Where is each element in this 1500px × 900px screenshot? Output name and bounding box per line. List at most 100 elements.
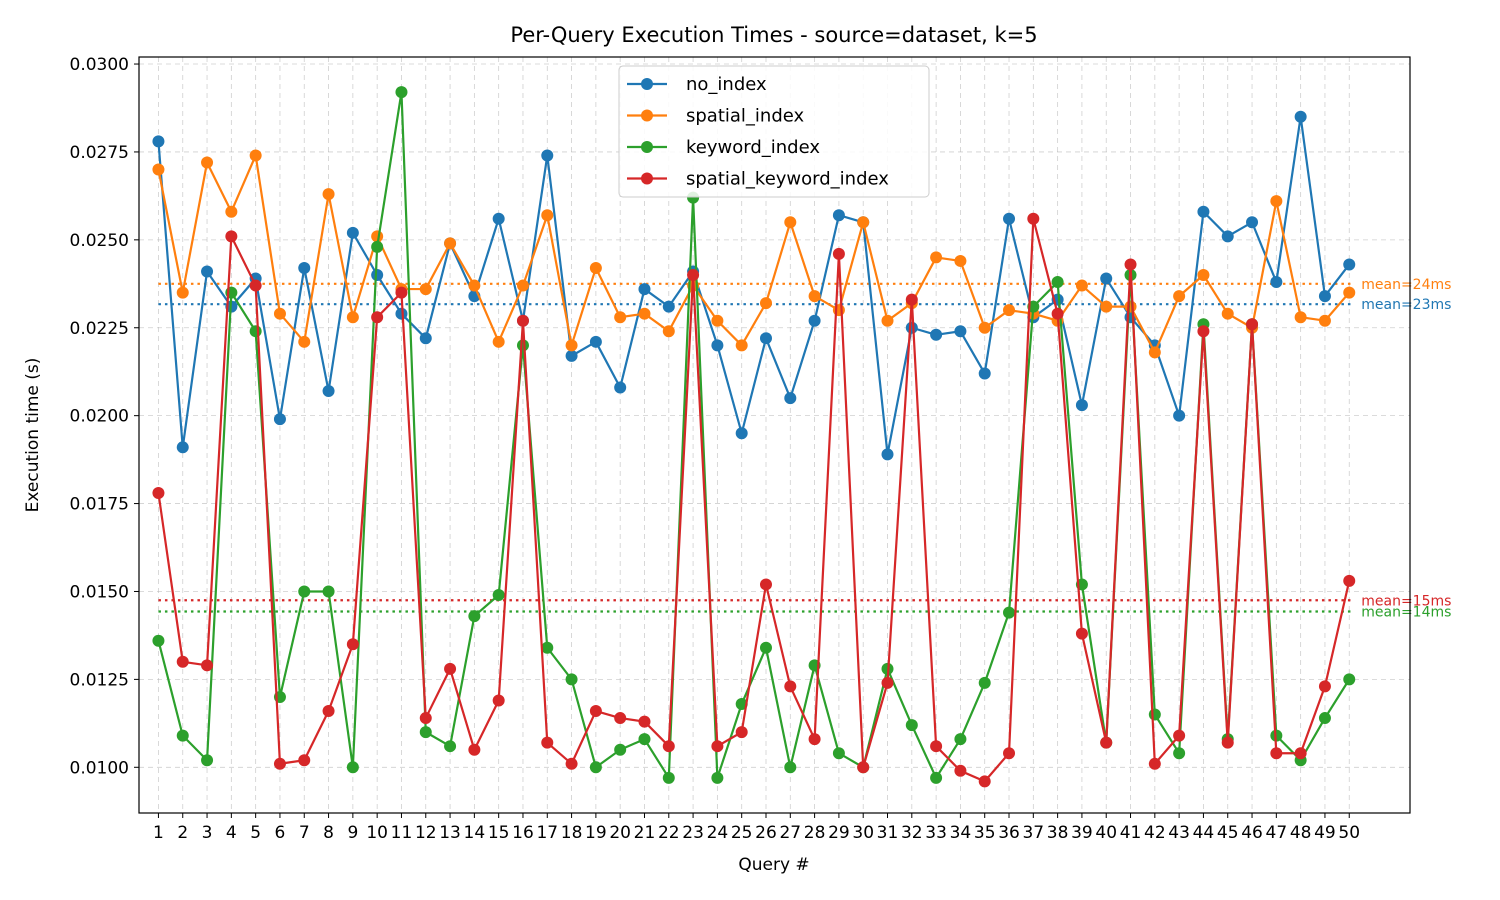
x-tick-label: 36 [998,823,1020,843]
data-point-spatial-keyword-index [1246,318,1259,331]
data-point-spatial-keyword-index [249,279,262,292]
series-layer [152,86,1356,788]
legend-marker [641,172,653,185]
x-tick-label: 10 [366,823,388,843]
x-tick-label: 37 [1022,823,1044,843]
data-point-spatial-index [832,304,845,317]
data-point-spatial-index [1173,290,1186,303]
data-point-spatial-keyword-index [322,705,335,718]
x-tick-label: 19 [585,823,607,843]
x-tick-label: 9 [347,823,358,843]
data-point-keyword-index [1051,276,1064,289]
legend-label: spatial_index [686,106,805,127]
data-point-no-index [1003,212,1016,225]
legend-box [618,65,930,198]
legend-label: keyword_index [686,137,820,158]
plot-frame [138,56,1411,814]
data-point-spatial-keyword-index [808,733,821,746]
data-point-spatial-keyword-index [978,775,991,788]
x-tick-label: 13 [439,823,461,843]
data-point-spatial-keyword-index [1124,258,1137,271]
data-point-spatial-index [1343,286,1356,299]
data-point-spatial-keyword-index [662,740,675,753]
data-point-keyword-index [638,733,651,746]
data-point-no-index [273,413,286,426]
series-line-spatial-keyword-index [157,217,1351,783]
x-tick-label: 17 [536,823,558,843]
y-tick-label: 0.0125 [70,670,129,690]
data-point-spatial-index [346,311,359,324]
data-point-spatial-index [1124,300,1137,313]
data-point-spatial-keyword-index [1075,627,1088,640]
data-point-no-index [395,307,408,320]
y-tick-label: 0.0275 [70,143,129,163]
data-point-keyword-index [298,585,311,598]
y-axis-label: Execution time (s) [23,358,43,513]
x-tick-label: 1 [153,823,164,843]
x-tick-label: 43 [1168,823,1190,843]
x-tick-label: 29 [828,823,850,843]
data-point-spatial-keyword-index [759,578,772,591]
data-point-no-index [1221,230,1234,243]
data-point-spatial-index [589,261,602,274]
data-point-keyword-index [1173,747,1186,760]
data-point-spatial-keyword-index [225,230,238,243]
data-point-spatial-keyword-index [711,740,724,753]
x-tick-label: 42 [1144,823,1166,843]
x-tick-label: 3 [202,823,213,843]
data-point-spatial-keyword-index [614,712,627,725]
data-point-keyword-index [930,771,943,784]
x-tick-label: 48 [1290,823,1312,843]
x-tick-label: 22 [658,823,680,843]
x-tick-label: 16 [512,823,534,843]
x-tick-label: 39 [1071,823,1093,843]
data-point-spatial-index [954,254,967,267]
y-tick-label: 0.0300 [70,55,129,75]
x-tick-label: 33 [925,823,947,843]
mean-label-spatial-keyword-index: mean=15ms [1361,593,1451,609]
data-point-no-index [638,283,651,296]
data-point-keyword-index [249,325,262,338]
x-tick-label: 2 [177,823,188,843]
data-point-spatial-keyword-index [176,655,189,668]
y-tick-label: 0.0175 [70,495,129,515]
data-point-spatial-index [784,216,797,229]
data-point-keyword-index [1318,712,1331,725]
data-point-spatial-keyword-index [516,314,529,327]
data-point-spatial-keyword-index [565,757,578,770]
data-point-spatial-keyword-index [346,638,359,651]
data-point-no-index [978,367,991,380]
data-point-spatial-index [614,311,627,324]
data-point-spatial-index [444,237,457,250]
series-line-keyword-index [157,91,1351,779]
y-tick-label: 0.0250 [70,231,129,251]
legend-item-no-index: no_index [627,74,767,95]
data-point-spatial-keyword-index [784,680,797,693]
data-point-spatial-index [1148,346,1161,359]
data-point-no-index [735,427,748,440]
data-point-spatial-index [1270,195,1283,208]
data-point-spatial-index [201,156,214,169]
legend-label: spatial_keyword_index [686,169,889,190]
data-point-spatial-index [1294,311,1307,324]
data-point-no-index [1246,216,1259,229]
data-point-spatial-index [808,290,821,303]
data-point-keyword-index [322,585,335,598]
data-point-spatial-keyword-index [1318,680,1331,693]
x-tick-label: 46 [1241,823,1263,843]
data-point-no-index [711,339,724,352]
x-tick-label: 32 [901,823,923,843]
legend-label: no_index [686,74,767,95]
y-tick-label: 0.0100 [70,758,129,778]
legend-item-keyword-index: keyword_index [627,137,820,158]
data-point-spatial-keyword-index [201,659,214,672]
x-tick-label: 6 [275,823,286,843]
data-point-keyword-index [832,747,845,760]
data-point-spatial-index [711,314,724,327]
legend-marker [641,141,653,153]
x-tick-label: 44 [1193,823,1215,843]
data-point-spatial-keyword-index [930,740,943,753]
x-tick-label: 40 [1095,823,1117,843]
x-tick-label: 45 [1217,823,1239,843]
